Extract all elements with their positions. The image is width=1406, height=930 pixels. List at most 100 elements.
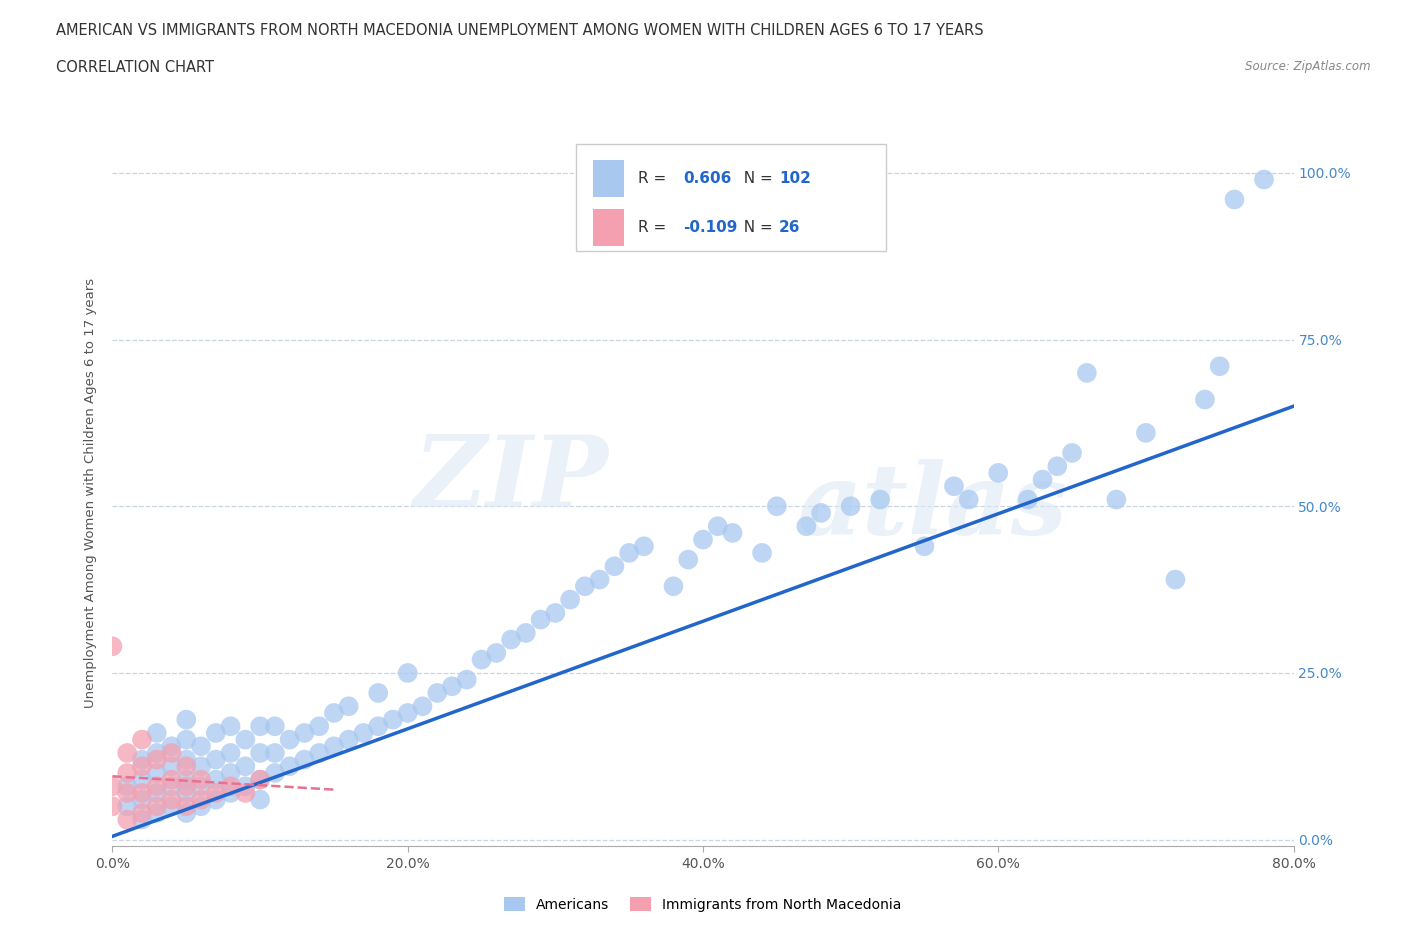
Point (323, 706, 346, 721)
Point (174, 759, 197, 774)
Point (692, 532, 714, 547)
Point (174, 778, 197, 793)
Text: N =: N = (734, 171, 778, 186)
Point (367, 719, 389, 734)
Point (219, 786, 242, 801)
Point (131, 792, 153, 807)
Point (337, 698, 360, 713)
Point (219, 746, 242, 761)
Point (1164, 572, 1187, 587)
Point (160, 738, 183, 753)
Point (249, 792, 271, 807)
Point (337, 732, 360, 747)
Point (190, 799, 212, 814)
Point (205, 725, 228, 740)
Point (146, 746, 169, 761)
Point (160, 746, 183, 761)
Text: 0.606: 0.606 (683, 171, 731, 186)
Point (131, 805, 153, 820)
Y-axis label: Unemployment Among Women with Children Ages 6 to 17 years: Unemployment Among Women with Children A… (83, 278, 97, 708)
Point (205, 752, 228, 767)
Point (160, 792, 183, 807)
Point (160, 772, 183, 787)
Point (174, 752, 197, 767)
Point (574, 578, 596, 593)
Text: R =: R = (638, 220, 672, 235)
Point (869, 492, 891, 507)
Point (470, 652, 494, 667)
Point (146, 725, 169, 740)
Point (323, 738, 346, 753)
Text: CORRELATION CHART: CORRELATION CHART (56, 60, 214, 75)
Point (131, 812, 153, 827)
Point (190, 772, 212, 787)
Point (278, 759, 301, 774)
Point (131, 752, 153, 767)
Point (219, 778, 242, 793)
Point (352, 725, 374, 740)
Point (190, 778, 212, 793)
Point (678, 552, 700, 567)
Point (264, 719, 287, 734)
Legend: Americans, Immigrants from North Macedonia: Americans, Immigrants from North Macedon… (499, 891, 907, 917)
Point (810, 506, 832, 521)
Point (529, 612, 551, 627)
Point (101, 639, 124, 654)
Point (278, 732, 301, 747)
Point (101, 778, 124, 793)
Point (101, 799, 124, 814)
Point (1253, 172, 1275, 187)
Point (233, 778, 256, 793)
Point (456, 672, 478, 687)
Point (914, 538, 936, 553)
Text: Source: ZipAtlas.com: Source: ZipAtlas.com (1246, 60, 1371, 73)
Point (233, 759, 256, 774)
Point (249, 772, 271, 787)
Point (308, 719, 330, 734)
Point (146, 799, 169, 814)
Point (131, 732, 153, 747)
Text: atlas: atlas (797, 458, 1067, 555)
Text: ZIP: ZIP (413, 431, 609, 527)
Point (219, 719, 242, 734)
Point (957, 492, 980, 507)
Point (1062, 445, 1084, 460)
Point (249, 772, 271, 787)
Point (558, 592, 582, 607)
Point (174, 732, 197, 747)
Point (987, 465, 1010, 480)
Point (205, 786, 228, 801)
Point (382, 712, 405, 727)
Point (411, 698, 433, 713)
Point (766, 498, 789, 513)
Point (1194, 392, 1216, 407)
Point (544, 605, 567, 620)
Point (796, 519, 818, 534)
Point (751, 546, 773, 561)
Text: N =: N = (734, 220, 778, 235)
Point (441, 679, 464, 694)
Point (662, 578, 685, 593)
Point (292, 752, 315, 767)
Point (117, 778, 138, 793)
Point (588, 572, 610, 587)
Point (367, 685, 389, 700)
Point (174, 712, 197, 727)
Point (308, 746, 330, 761)
Point (205, 772, 228, 787)
Text: AMERICAN VS IMMIGRANTS FROM NORTH MACEDONIA UNEMPLOYMENT AMONG WOMEN WITH CHILDR: AMERICAN VS IMMIGRANTS FROM NORTH MACEDO… (56, 23, 984, 38)
Point (292, 725, 315, 740)
Point (146, 778, 169, 793)
Point (233, 732, 256, 747)
Point (160, 778, 183, 793)
Point (1208, 359, 1232, 374)
Point (117, 765, 138, 780)
Point (117, 746, 138, 761)
Point (146, 752, 169, 767)
Text: 102: 102 (779, 171, 811, 186)
Point (603, 559, 626, 574)
Point (515, 626, 537, 641)
Point (174, 805, 197, 820)
Point (190, 759, 212, 774)
Point (249, 746, 271, 761)
